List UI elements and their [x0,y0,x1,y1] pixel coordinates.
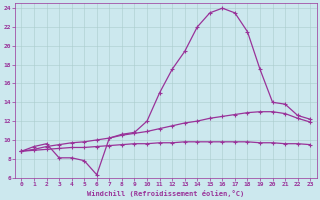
X-axis label: Windchill (Refroidissement éolien,°C): Windchill (Refroidissement éolien,°C) [87,190,244,197]
